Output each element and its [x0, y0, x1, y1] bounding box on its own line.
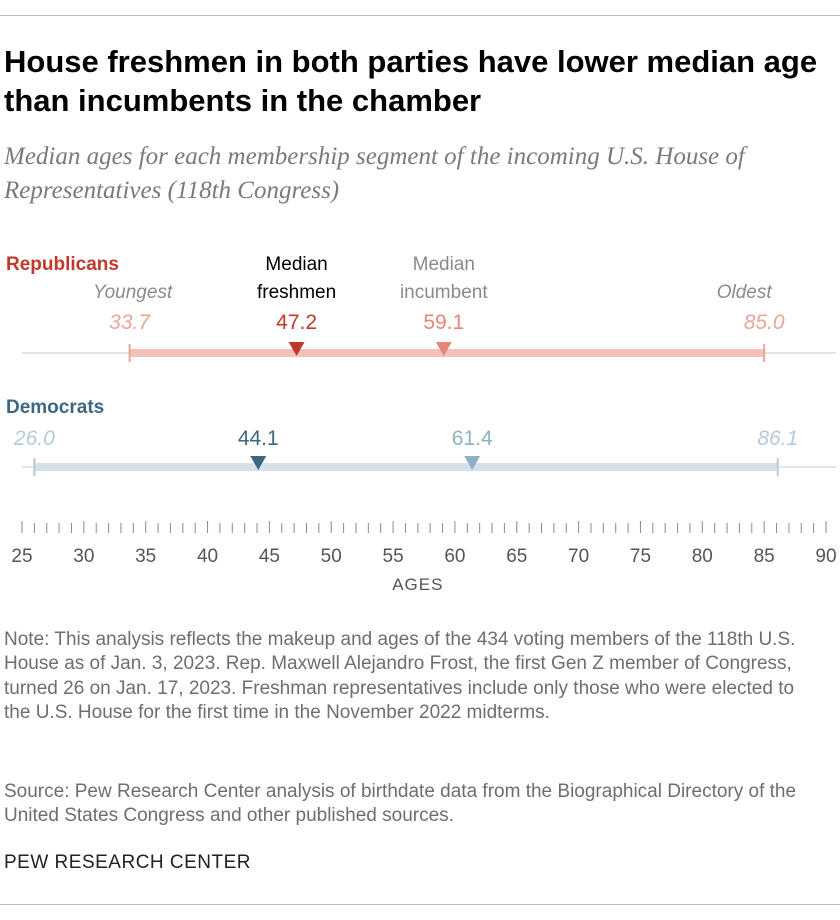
oldest-header: Oldest — [717, 282, 773, 303]
x-tick-label: 65 — [506, 546, 527, 567]
x-tick-label: 80 — [692, 546, 713, 567]
x-tick-label: 70 — [568, 546, 589, 567]
x-tick-label: 35 — [135, 546, 156, 567]
median-incumbent-header-line1: Median — [413, 254, 475, 275]
x-tick-label: 40 — [197, 546, 218, 567]
republicans-oldest-value: 85.0 — [744, 311, 785, 334]
democrats-median-incumbent-value: 61.4 — [452, 427, 493, 450]
median-incumbent-header-line2: incumbent — [400, 282, 488, 303]
x-tick-label: 45 — [259, 546, 280, 567]
x-tick-label: 90 — [815, 546, 836, 567]
democrats-median-freshmen-value: 44.1 — [238, 427, 279, 450]
median-freshmen-header-line2: freshmen — [257, 282, 336, 303]
republicans-median-freshmen-value: 47.2 — [276, 311, 317, 334]
republicans-median-incumbent-value: 59.1 — [423, 311, 464, 334]
x-tick-label: 30 — [73, 546, 94, 567]
republicans-series-name: Republicans — [6, 254, 119, 275]
x-tick-label: 85 — [754, 546, 775, 567]
brand-label: PEW RESEARCH CENTER — [4, 852, 252, 873]
x-tick-label: 50 — [321, 546, 342, 567]
median-freshmen-header-line1: Median — [265, 254, 327, 275]
top-rule — [0, 15, 840, 16]
democrats-youngest-value: 26.0 — [13, 427, 55, 450]
chart-title: House freshmen in both parties have lowe… — [4, 44, 818, 118]
range-chart: Youngest Median freshmen Median incumbent Old… — [6, 254, 837, 594]
x-tick-label: 60 — [444, 546, 465, 567]
democrats-range-bar — [34, 463, 778, 471]
chart-source: Source: Pew Research Center analysis of … — [4, 781, 797, 827]
democrats-series-name: Democrats — [6, 397, 104, 418]
republicans-median-freshmen-marker — [288, 342, 305, 356]
x-axis-label: AGES — [392, 575, 443, 594]
bottom-rule — [0, 904, 840, 905]
x-tick-label: 75 — [630, 546, 651, 567]
republicans-range-bar — [129, 349, 765, 357]
republicans-youngest-value: 33.7 — [109, 311, 151, 334]
republicans-median-incumbent-marker — [435, 342, 452, 356]
youngest-header: Youngest — [93, 282, 173, 303]
x-tick-label: 55 — [383, 546, 404, 567]
x-tick-label: 25 — [11, 546, 32, 567]
democrats-median-freshmen-marker — [250, 456, 267, 470]
democrats-oldest-value: 86.1 — [757, 427, 798, 450]
chart-subtitle: Median ages for each membership segment … — [4, 143, 745, 204]
democrats-median-incumbent-marker — [464, 456, 481, 470]
chart-note: Note: This analysis reflects the makeup … — [4, 629, 796, 723]
